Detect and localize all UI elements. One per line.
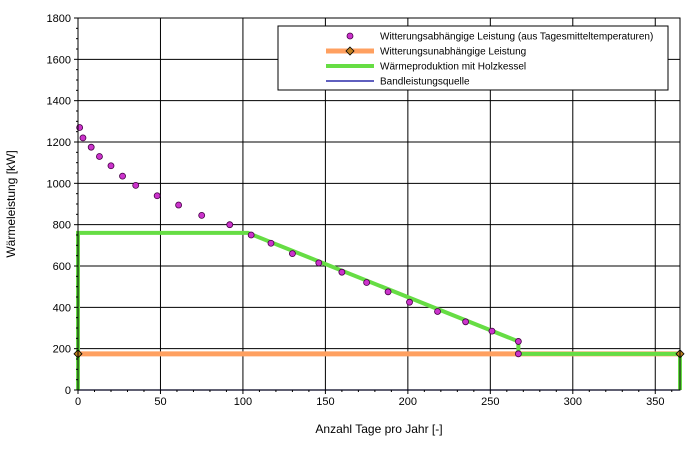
series-point-witterungsabhaengige [514,350,522,358]
x-tick-label: 100 [234,396,252,408]
legend-label: Bandleistungsquelle [380,77,470,88]
series-point-witterungsabhaengige [153,192,161,200]
legend-swatch [346,32,354,40]
series-point-witterungsabhaengige [434,308,441,315]
x-tick-label: 300 [564,396,582,408]
series-point-witterungsabhaengige [267,239,275,247]
series-point-witterungsabhaengige [226,221,234,229]
series-point-witterungsabhaengige [406,298,413,306]
x-axis-title: Anzahl Tage pro Jahr [-] [315,422,442,436]
y-tick-label: 400 [53,302,71,314]
y-tick-label: 800 [53,220,71,232]
legend-label: Witterungsabhängige Leistung (aus Tagesm… [380,32,653,43]
series-point-witterungsabhaengige [198,211,206,219]
series-point-witterungsabhaengige [175,201,183,209]
y-tick-label: 200 [53,344,71,356]
legend-box [277,25,669,91]
x-tick-label: 150 [316,396,334,408]
y-tick-label: 600 [53,261,71,273]
x-tick-label: 0 [75,396,81,408]
series-point-witterungsabhaengige [289,250,296,258]
y-tick-label: 1800 [47,13,71,25]
series-point-witterungsabhaengige [119,172,126,180]
series-point-witterungsabhaengige [384,288,392,296]
series-line-holzkessel [76,230,682,390]
y-tick-label: 1400 [47,96,71,108]
y-tick-label: 1000 [47,178,71,190]
y-tick-label: 0 [65,385,71,397]
series-point-witterungsabhaengige [488,327,496,335]
y-axis-title: Wärmeleistung [kW] [4,150,18,257]
legend: Witterungsabhängige Leistung (aus Tagesm… [277,25,669,91]
y-tick-label: 1200 [47,137,71,149]
legend-label: Witterungsunabhängige Leistung [380,47,526,58]
series-point-witterungsabhaengige [338,268,346,276]
series-point-witterungsabhaengige [79,134,87,142]
legend-label: Wärmeproduktion mit Holzkessel [380,62,526,73]
series-point-witterungsabhaengige [462,318,469,326]
series-point-witterungsabhaengige [107,162,115,170]
series-point-witterungsabhaengige [315,259,323,267]
series-point-witterungsabhaengige [96,153,103,160]
x-tick-label: 350 [646,396,664,408]
series-point-witterungsabhaengige [132,181,140,189]
x-tick-label: 200 [399,396,417,408]
ticks: 0 50 100 150 200 250 300 350 0 200 400 600 800 1000 12… [47,13,673,408]
y-tick-label: 1600 [47,54,71,66]
x-tick-label: 250 [481,396,499,408]
x-tick-label: 50 [154,396,166,408]
series-point-witterungsabhaengige [87,143,95,151]
series-point-witterungsabhaengige [514,338,522,345]
legend-swatch-marker [345,46,355,56]
series-point-witterungsabhaengige [363,279,371,286]
series-area [73,124,685,391]
series-point-witterungsabhaengige [247,231,255,239]
